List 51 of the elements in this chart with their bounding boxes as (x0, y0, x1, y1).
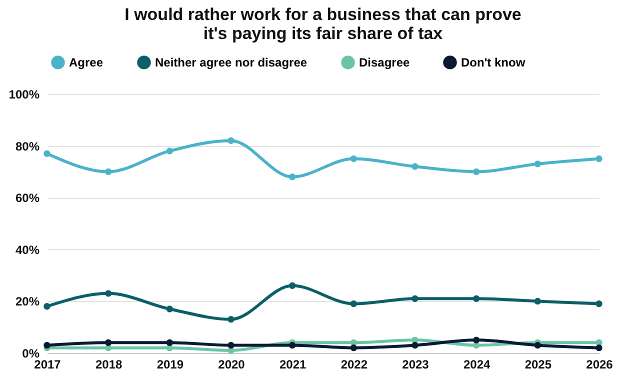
legend-label: Disagree (359, 55, 410, 70)
point (166, 148, 174, 154)
point (472, 295, 480, 302)
point (596, 300, 602, 308)
point (104, 290, 112, 297)
point (350, 155, 358, 162)
point (534, 160, 542, 168)
point (350, 344, 358, 352)
point (412, 295, 418, 302)
y-tick-label: 40% (15, 242, 40, 257)
x-tick-label: 2024 (463, 358, 491, 372)
x-tick-label: 2020 (218, 358, 246, 372)
y-tick-label: 100% (8, 88, 40, 102)
legend-label: Agree (69, 55, 104, 70)
point (44, 150, 50, 157)
point (288, 282, 296, 290)
point (166, 306, 174, 312)
point (596, 344, 602, 352)
chart-title: I would rather work for a business that can prove it's paying its fair share of tax (124, 5, 522, 43)
x-tick-label: 2022 (340, 358, 368, 372)
point (44, 303, 50, 310)
point (288, 174, 296, 180)
point (412, 163, 418, 170)
x-tick-label: 2021 (279, 358, 307, 372)
y-tick-label: 20% (15, 294, 40, 309)
x-tick-label: 2026 (586, 358, 614, 372)
y-tick-label: 80% (15, 139, 40, 154)
point (534, 298, 542, 305)
point (166, 339, 174, 346)
point (596, 155, 602, 162)
y-tick-label: 60% (15, 191, 40, 206)
point (44, 342, 50, 349)
y-tick-label: 0% (22, 346, 40, 360)
point (288, 342, 296, 349)
point (472, 168, 480, 176)
point (534, 342, 542, 349)
point (228, 316, 234, 323)
point (228, 137, 234, 144)
x-tick-label: 2023 (402, 358, 430, 372)
legend-label: Don't know (461, 55, 526, 70)
point (350, 300, 358, 308)
point (104, 339, 112, 346)
point (228, 342, 234, 349)
x-tick-label: 2017 (34, 358, 62, 372)
x-tick-label: 2025 (524, 358, 552, 372)
x-tick-label: 2019 (156, 358, 184, 372)
point (412, 342, 418, 349)
legend-label: Neither agree nor disagree (155, 55, 308, 70)
point (472, 336, 480, 344)
point (104, 168, 112, 176)
x-tick-label: 2018 (95, 358, 123, 372)
